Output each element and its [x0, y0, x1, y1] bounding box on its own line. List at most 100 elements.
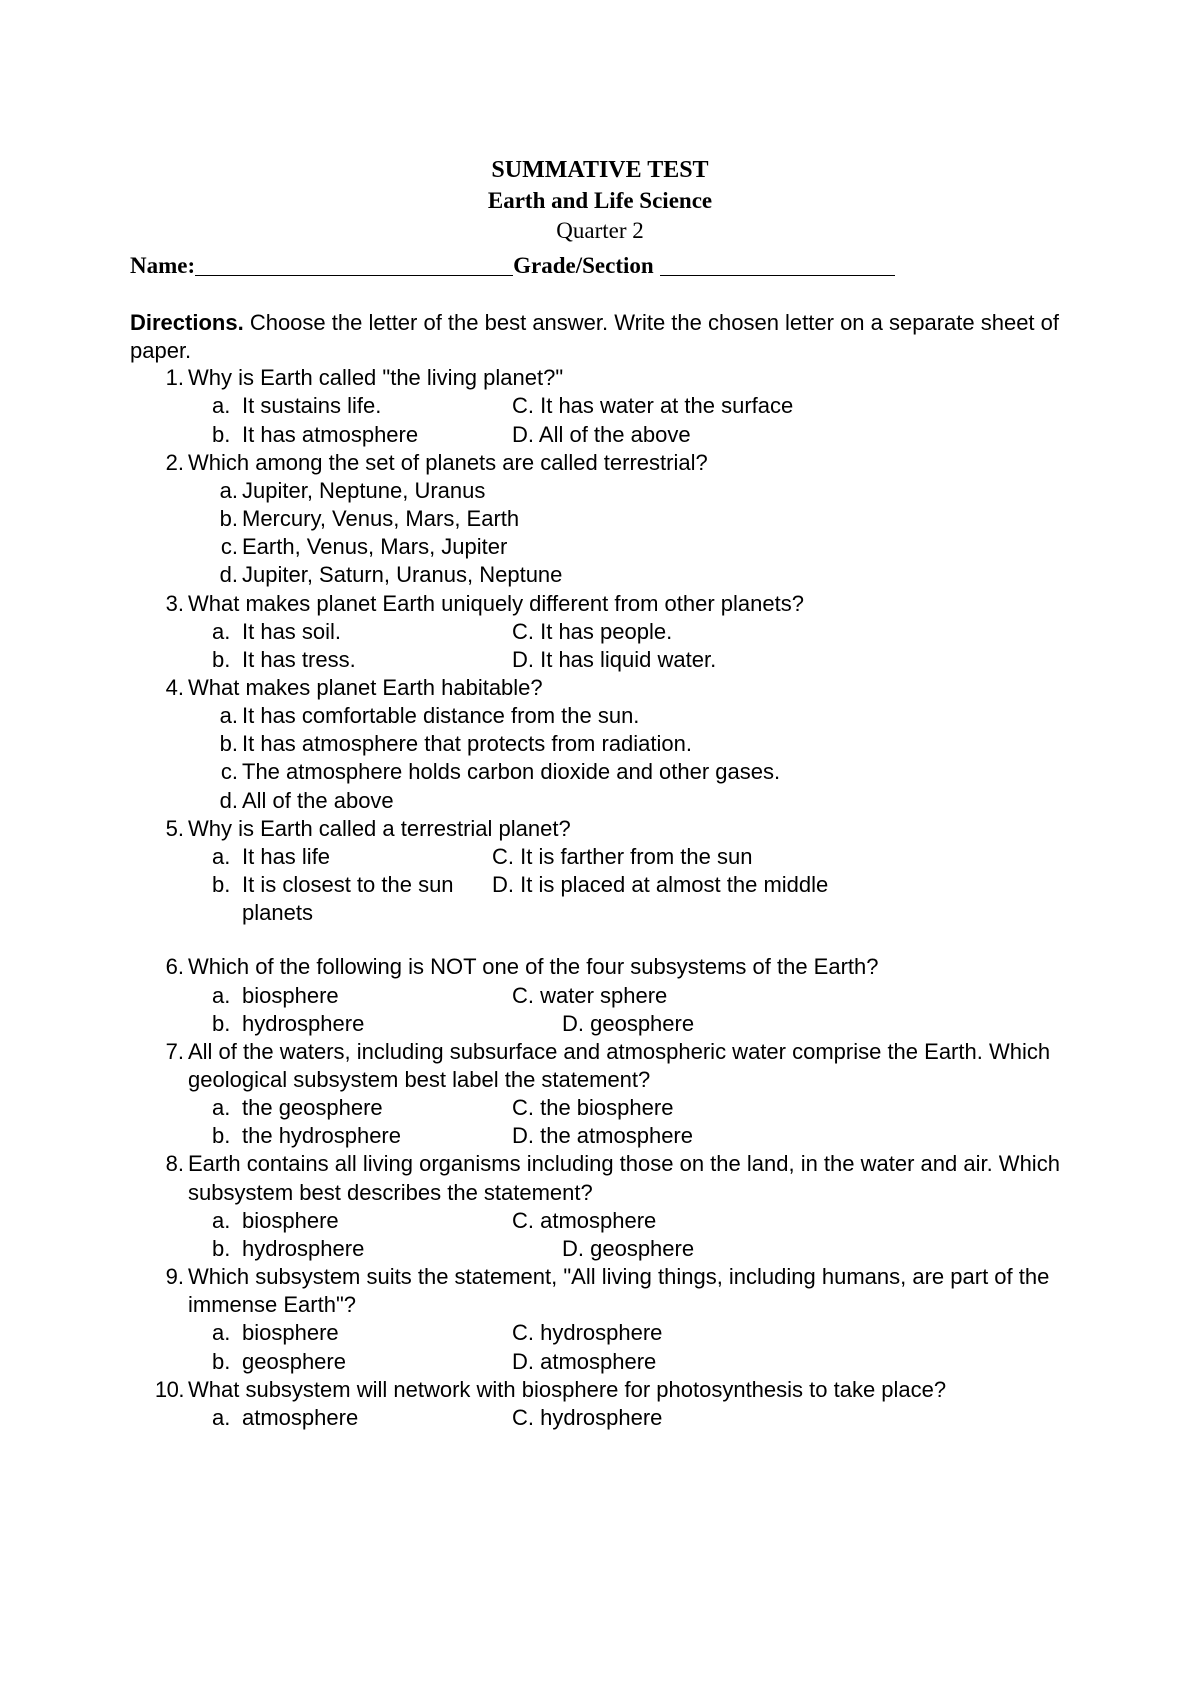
- q8-c: C. atmosphere: [512, 1207, 1070, 1235]
- q6-number: 6.: [158, 953, 188, 981]
- directions-body: Choose the letter of the best answer. Wr…: [130, 310, 1059, 363]
- q3-text: What makes planet Earth uniquely differe…: [188, 590, 1070, 618]
- q7-b: the hydrosphere: [242, 1122, 401, 1150]
- q2-a: Jupiter, Neptune, Uranus: [242, 477, 1070, 505]
- q1-number: 1.: [158, 364, 188, 392]
- q7-d: D. the atmosphere: [512, 1122, 1070, 1150]
- q1-a-label: a.: [212, 392, 242, 420]
- q1-b: It has atmosphere: [242, 421, 418, 449]
- q1-text: Why is Earth called "the living planet?": [188, 364, 1070, 392]
- q8-options: a.biosphere C. atmosphere b.hydrosphere …: [212, 1207, 1070, 1263]
- q5-number: 5.: [158, 815, 188, 843]
- quarter-label: Quarter 2: [130, 216, 1070, 246]
- q3-b-label: b.: [212, 646, 242, 674]
- q1-b-label: b.: [212, 421, 242, 449]
- q4-d-label: d.: [212, 787, 242, 815]
- q2-d-label: d.: [212, 561, 242, 589]
- question-9: 9. Which subsystem suits the statement, …: [158, 1263, 1070, 1319]
- q3-b: It has tress.: [242, 646, 356, 674]
- q2-b: Mercury, Venus, Mars, Earth: [242, 505, 1070, 533]
- name-label: Name:: [130, 253, 195, 279]
- q4-a: It has comfortable distance from the sun…: [242, 702, 1070, 730]
- q8-number: 8.: [158, 1150, 188, 1206]
- q7-b-label: b.: [212, 1122, 242, 1150]
- q4-a-label: a.: [212, 702, 242, 730]
- q4-options: a.It has comfortable distance from the s…: [212, 702, 1070, 815]
- q1-c: C. It has water at the surface: [512, 392, 1070, 420]
- q8-b: hydrosphere: [242, 1235, 364, 1263]
- document-page: SUMMATIVE TEST Earth and Life Science Qu…: [0, 0, 1200, 1698]
- q6-b: hydrosphere: [242, 1010, 364, 1038]
- blank-line: [158, 927, 1070, 953]
- q3-a: It has soil.: [242, 618, 341, 646]
- q8-b-label: b.: [212, 1235, 242, 1263]
- q8-a: biosphere: [242, 1207, 339, 1235]
- q10-a-label: a.: [212, 1404, 242, 1432]
- q9-d: D. atmosphere: [512, 1348, 1070, 1376]
- question-4: 4. What makes planet Earth habitable?: [158, 674, 1070, 702]
- q7-c: C. the biosphere: [512, 1094, 1070, 1122]
- q2-text: Which among the set of planets are calle…: [188, 449, 1070, 477]
- grade-label: Grade/Section: [513, 253, 654, 279]
- document-header: SUMMATIVE TEST Earth and Life Science Qu…: [130, 155, 1070, 246]
- q2-options: a.Jupiter, Neptune, Uranus b.Mercury, Ve…: [212, 477, 1070, 590]
- q2-b-label: b.: [212, 505, 242, 533]
- name-grade-row: Name: Grade/Section: [130, 248, 1070, 279]
- test-title: SUMMATIVE TEST: [130, 155, 1070, 186]
- directions-text: Directions. Choose the letter of the bes…: [130, 309, 1070, 364]
- q4-b-label: b.: [212, 730, 242, 758]
- q5-options: a. It has life C. It is farther from the…: [212, 843, 1070, 927]
- q2-c: Earth, Venus, Mars, Jupiter: [242, 533, 1070, 561]
- q3-d: D. It has liquid water.: [512, 646, 1070, 674]
- q10-a: atmosphere: [242, 1404, 358, 1432]
- q1-d: D. All of the above: [512, 421, 1070, 449]
- q4-text: What makes planet Earth habitable?: [188, 674, 1070, 702]
- q10-number: 10.: [154, 1376, 188, 1404]
- q3-a-label: a.: [212, 618, 242, 646]
- q9-c: C. hydrosphere: [512, 1319, 1070, 1347]
- q3-number: 3.: [158, 590, 188, 618]
- directions-label: Directions.: [130, 310, 244, 335]
- q7-text: All of the waters, including subsurface …: [188, 1038, 1070, 1094]
- q2-a-label: a.: [212, 477, 242, 505]
- q1-options: a.It sustains life. C. It has water at t…: [212, 392, 1070, 448]
- question-3: 3. What makes planet Earth uniquely diff…: [158, 590, 1070, 618]
- q4-c-label: c.: [212, 758, 242, 786]
- q6-b-label: b.: [212, 1010, 242, 1038]
- q5-c: C. It is farther from the sun: [492, 843, 1070, 871]
- q4-number: 4.: [158, 674, 188, 702]
- question-8: 8. Earth contains all living organisms i…: [158, 1150, 1070, 1206]
- q9-a: biosphere: [242, 1319, 339, 1347]
- name-blank[interactable]: [195, 251, 513, 276]
- q10-options: a.atmosphere C. hydrosphere: [212, 1404, 1070, 1432]
- q10-text: What subsystem will network with biosphe…: [188, 1376, 1070, 1404]
- q9-number: 9.: [158, 1263, 188, 1319]
- q3-c: C. It has people.: [512, 618, 1070, 646]
- q5-b-label: b.: [212, 871, 242, 927]
- q5-a-label: a.: [212, 843, 242, 871]
- q9-a-label: a.: [212, 1319, 242, 1347]
- q9-text: Which subsystem suits the statement, "Al…: [188, 1263, 1070, 1319]
- q6-a-label: a.: [212, 982, 242, 1010]
- q2-c-label: c.: [212, 533, 242, 561]
- q5-a: It has life: [242, 843, 330, 871]
- q5-b: It is closest to the sun planets: [242, 871, 492, 927]
- q5-d: D. It is placed at almost the middle: [492, 871, 1070, 927]
- grade-blank[interactable]: [660, 251, 895, 276]
- subject-title: Earth and Life Science: [130, 186, 1070, 216]
- question-7: 7. All of the waters, including subsurfa…: [158, 1038, 1070, 1094]
- question-list: 1. Why is Earth called "the living plane…: [158, 364, 1070, 1432]
- q9-b-label: b.: [212, 1348, 242, 1376]
- q6-d: D. geosphere: [512, 1010, 1070, 1038]
- q7-a: the geosphere: [242, 1094, 383, 1122]
- question-2: 2. Which among the set of planets are ca…: [158, 449, 1070, 477]
- q1-a: It sustains life.: [242, 392, 381, 420]
- q6-a: biosphere: [242, 982, 339, 1010]
- q8-a-label: a.: [212, 1207, 242, 1235]
- q9-b: geosphere: [242, 1348, 346, 1376]
- question-5: 5. Why is Earth called a terrestrial pla…: [158, 815, 1070, 843]
- question-6: 6. Which of the following is NOT one of …: [158, 953, 1070, 981]
- q6-c: C. water sphere: [512, 982, 1070, 1010]
- q4-d: All of the above: [242, 787, 1070, 815]
- q3-options: a.It has soil. C. It has people. b.It ha…: [212, 618, 1070, 674]
